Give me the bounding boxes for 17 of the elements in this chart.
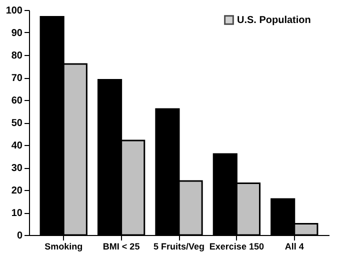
y-tick-label: 70	[11, 73, 23, 84]
y-tick-label: 60	[11, 96, 23, 106]
y-tick-label: 0	[16, 230, 23, 242]
y-tick-label: 80	[11, 50, 23, 62]
legend-label: U.S. Population	[237, 15, 311, 26]
x-tick-label: All 4	[284, 242, 304, 252]
y-tick-label: 10	[11, 208, 23, 219]
x-tick-label: Exercise 150	[209, 242, 264, 252]
x-tick-label: BMI < 25	[102, 242, 140, 252]
y-tick-label: 100	[6, 6, 23, 16]
y-tick-label: 20	[11, 186, 23, 196]
y-tick-label: 90	[11, 28, 23, 39]
x-tick-label: Smoking	[44, 242, 83, 252]
y-tick-label: 30	[11, 163, 23, 174]
x-tick-label: 5 Fruits/Veg	[153, 242, 205, 252]
y-tick-label: 50	[11, 118, 23, 129]
y-tick-label: 40	[11, 140, 23, 152]
